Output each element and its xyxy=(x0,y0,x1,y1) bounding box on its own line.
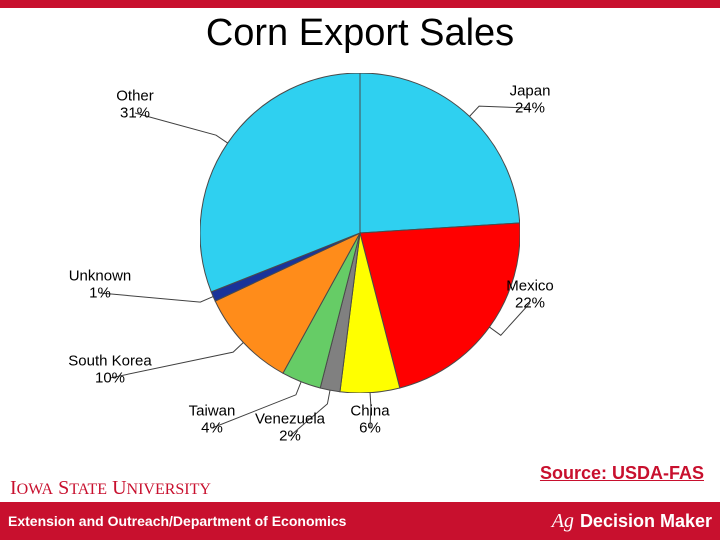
slice-label-china: China6% xyxy=(350,404,389,437)
footer-extension-text: Extension and Outreach/Department of Eco… xyxy=(8,513,346,529)
slice-label-taiwan: Taiwan4% xyxy=(189,404,236,437)
slice-label-japan: Japan24% xyxy=(510,84,551,117)
pie-wrap xyxy=(200,73,520,393)
slice-label-unknown: Unknown1% xyxy=(69,269,132,302)
pie-slice-japan xyxy=(360,73,520,233)
university-wordmark: IOWA STATE UNIVERSITY xyxy=(10,477,211,500)
slice-label-venezuela: Venezuela2% xyxy=(255,412,325,445)
pie-svg xyxy=(200,73,520,393)
slice-label-south-korea: South Korea10% xyxy=(68,354,151,387)
adm-logo-text: Ag xyxy=(552,510,574,533)
adm-text: Decision Maker xyxy=(580,511,712,532)
ag-decision-maker: Ag Decision Maker xyxy=(552,510,712,533)
footer-bar: Extension and Outreach/Department of Eco… xyxy=(0,502,720,540)
header-bar xyxy=(0,0,720,8)
source-text: Source: USDA-FAS xyxy=(540,463,704,484)
pie-chart: Japan24% Mexico22% China6% Venezuela2% Taiwa… xyxy=(0,65,720,465)
page-title: Corn Export Sales xyxy=(0,12,720,55)
slice-label-other: Other31% xyxy=(116,89,154,122)
university-name: IOWA STATE UNIVERSITY xyxy=(10,477,211,500)
slice-label-mexico: Mexico22% xyxy=(506,279,554,312)
